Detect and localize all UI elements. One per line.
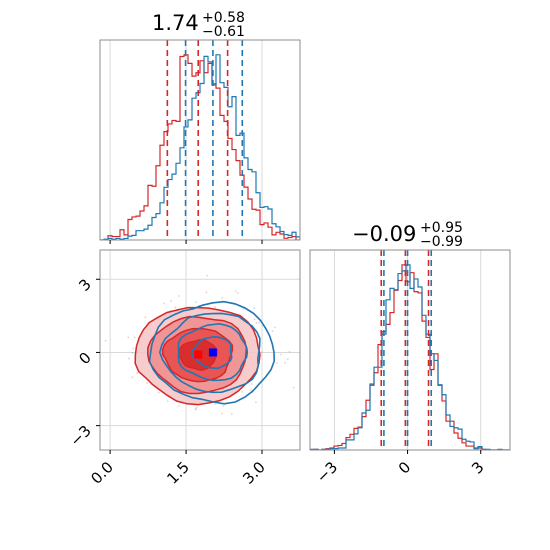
scatter-y-tick-label: 3: [75, 275, 94, 294]
scatter-point-a: [255, 322, 258, 324]
hist-x-panel: 1.74 +0.58 −0.61: [99, 10, 301, 244]
scatter-point-b: [131, 352, 134, 354]
hist-x-quantile-lines: [166, 40, 244, 240]
scatter-point-a: [276, 362, 278, 364]
hist-x-steps: [100, 54, 300, 240]
scatter-point-a: [251, 383, 253, 385]
scatter-point-b: [195, 301, 198, 304]
scatter-point-b: [166, 400, 169, 403]
scatter-point-a: [250, 388, 253, 391]
scatter-point-a: [128, 357, 130, 360]
scatter-point-a: [104, 339, 107, 342]
scatter-point-a: [146, 382, 148, 384]
scatter-point-a: [177, 405, 180, 407]
scatter-point-a: [221, 412, 224, 415]
scatter-point-a: [213, 306, 216, 308]
scatter-point-a: [174, 306, 177, 309]
scatter-point-a: [258, 321, 260, 324]
hist-y-steps: [310, 264, 510, 450]
scatter-point-a: [214, 403, 216, 405]
hist-x-ticks: [109, 240, 263, 244]
hist-y-tick-label: −3: [313, 458, 341, 486]
scatter-point-a: [241, 390, 244, 393]
scatter-point-b: [234, 290, 237, 293]
hist-x-title-value: 1.74: [152, 11, 199, 35]
center-marker-b: [208, 348, 217, 357]
scatter-point-b: [288, 350, 291, 353]
scatter-point-a: [127, 336, 130, 339]
hist-y-quantile-lines: [380, 250, 433, 450]
scatter-point-b: [274, 326, 277, 329]
scatter-point-a: [280, 353, 282, 356]
scatter-point-b: [292, 386, 295, 389]
scatter-point-b: [284, 361, 286, 364]
scatter-point-b: [255, 401, 257, 404]
scatter-point-b: [242, 307, 245, 310]
hist-x-frame: [99, 39, 301, 241]
scatter-x-tick-label: 1.5: [163, 458, 193, 488]
hist-y-tick-label: 3: [468, 458, 487, 477]
scatter-grid: [100, 250, 300, 450]
contour-series-b: [190, 335, 233, 370]
scatter-point-b: [230, 413, 233, 416]
scatter-point-a: [170, 300, 173, 303]
hist-x-title-upper: +0.58: [202, 10, 245, 26]
scatter-point-b: [253, 307, 256, 310]
hist-y-title-upper: +0.95: [420, 220, 463, 236]
scatter-y-tick-label: 0: [75, 349, 94, 368]
hist-y-tick-label: 0: [395, 458, 414, 477]
hist-x-title-lower: −0.61: [202, 24, 245, 40]
scatter-point-a: [205, 291, 208, 294]
scatter-point-a: [286, 358, 289, 361]
scatter-centers: [194, 348, 217, 359]
scatter-point-b: [222, 405, 225, 407]
scatter-point-a: [195, 408, 197, 410]
scatter-panel: 0.0 1.5 3.0 3 0 −3: [66, 249, 301, 488]
contour-series-b: [177, 322, 249, 382]
scatter-point-a: [206, 274, 209, 277]
contour-series-b: [148, 300, 276, 405]
scatter-point-a: [136, 372, 138, 374]
hist-x-series-b: [100, 54, 300, 240]
hist-y-frame: [309, 249, 511, 451]
contour-series-b: [158, 312, 261, 394]
hist-y-ticks: −3 0 3: [313, 450, 488, 486]
scatter-point-a: [253, 318, 256, 321]
scatter-x-tick-label: 3.0: [239, 458, 269, 488]
scatter-point-a: [131, 376, 134, 379]
scatter-point-a: [157, 391, 160, 394]
scatter-point-a: [132, 347, 135, 350]
scatter-point-b: [221, 296, 223, 299]
hist-y-title-value: −0.09: [352, 222, 416, 246]
scatter-y-tick-label: −3: [66, 422, 94, 450]
scatter-x-tick-label: 0.0: [87, 458, 117, 488]
scatter-point-a: [162, 302, 165, 305]
scatter-point-a: [260, 351, 263, 354]
hist-x-series-a: [100, 54, 300, 240]
scatter-point-a: [271, 330, 274, 332]
scatter-point-a: [133, 336, 136, 339]
scatter-point-b: [178, 295, 180, 297]
scatter-points: [104, 274, 295, 416]
hist-y-panel: −3 0 3 −0.09 +0.95 −0.99: [309, 220, 511, 486]
hist-y-series-b: [310, 264, 510, 450]
scatter-frame: [99, 249, 301, 451]
scatter-point-b: [236, 292, 239, 295]
center-marker-a: [194, 350, 203, 359]
scatter-point-a: [144, 316, 147, 319]
scatter-point-b: [195, 406, 198, 409]
scatter-point-a: [194, 408, 197, 411]
hist-y-title-lower: −0.99: [420, 234, 463, 250]
